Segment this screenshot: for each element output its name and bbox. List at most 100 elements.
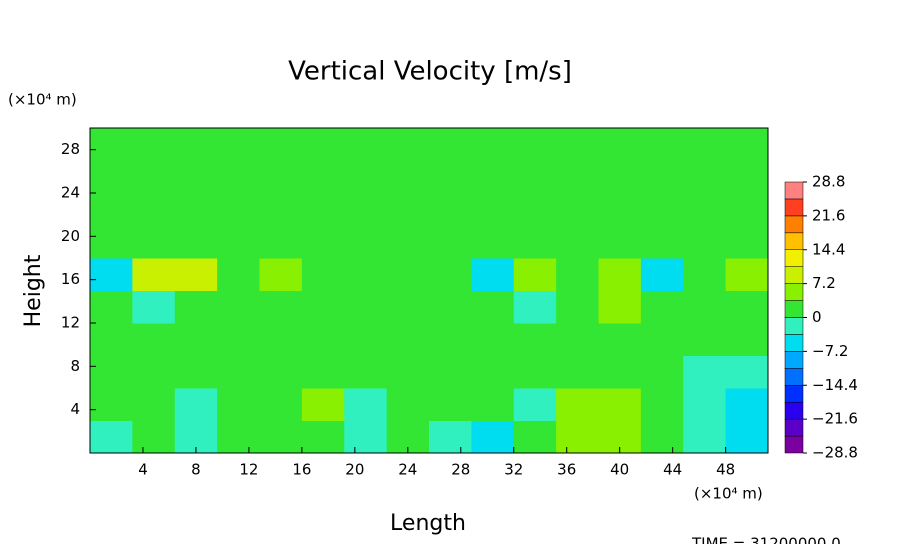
- heat-cell: [471, 160, 515, 194]
- heat-cell: [386, 128, 430, 161]
- heat-cell: [217, 128, 260, 161]
- heat-cell: [556, 193, 599, 226]
- heat-cell: [725, 388, 769, 421]
- heat-cell: [90, 420, 133, 454]
- heat-cell: [725, 258, 769, 291]
- heat-cell: [640, 193, 684, 226]
- heat-cell: [174, 388, 218, 421]
- heat-cell: [513, 258, 557, 291]
- heat-cell: [429, 323, 472, 356]
- heat-cell: [259, 193, 303, 226]
- heat-cell: [513, 323, 557, 356]
- heat-cell: [429, 258, 472, 291]
- heat-cell: [174, 128, 218, 161]
- heat-cell: [725, 193, 769, 226]
- heat-cell: [598, 323, 642, 356]
- heat-cell: [344, 128, 388, 161]
- heat-cell: [386, 225, 430, 259]
- heat-cell: [217, 388, 260, 421]
- heat-cell: [259, 225, 303, 259]
- y-tick-label: 12: [61, 314, 80, 332]
- heat-cell: [386, 388, 430, 421]
- heat-cell: [217, 290, 260, 324]
- heat-cell: [640, 225, 684, 259]
- heat-cell: [429, 193, 472, 226]
- colorbar-band: [784, 266, 804, 284]
- heat-cell: [132, 355, 176, 389]
- heat-cell: [132, 225, 176, 259]
- heat-cell: [259, 258, 303, 291]
- heat-cell: [386, 323, 430, 356]
- heat-cell: [683, 160, 727, 194]
- heat-cell: [640, 290, 684, 324]
- heat-cell: [429, 388, 472, 421]
- heat-cell: [217, 160, 260, 194]
- heat-cell: [301, 193, 345, 226]
- y-axis-label: Height: [21, 254, 46, 327]
- heat-cell: [471, 323, 515, 356]
- y-tick-label: 20: [61, 227, 80, 245]
- colorbar-band: [784, 283, 804, 301]
- x-tick-label: 36: [557, 461, 576, 479]
- heat-cell: [725, 420, 769, 454]
- heat-cell: [90, 225, 133, 259]
- heat-cell: [683, 388, 727, 421]
- heat-cell: [344, 290, 388, 324]
- footer: TIME = 31200000.0: [691, 535, 841, 544]
- heat-cell: [259, 420, 303, 454]
- heat-cell: [725, 160, 769, 194]
- heat-cell: [90, 160, 133, 194]
- colorbar-band: [784, 401, 804, 420]
- heat-cell: [598, 258, 642, 291]
- heat-cell: [640, 355, 684, 389]
- heat-cell: [259, 388, 303, 421]
- heat-cell: [640, 388, 684, 421]
- colorbar-tick-label: 14.4: [812, 240, 845, 258]
- heat-cell: [174, 290, 218, 324]
- heat-cell: [598, 388, 642, 421]
- heat-cell: [344, 388, 388, 421]
- heat-cell: [174, 193, 218, 226]
- heat-cell: [598, 128, 642, 161]
- heat-cell: [471, 258, 515, 291]
- colorbar-tick-label: −21.6: [812, 410, 858, 428]
- heat-cell: [725, 323, 769, 356]
- colorbar-tick-label: 21.6: [812, 206, 845, 224]
- x-tick-label: 48: [716, 461, 735, 479]
- heat-cell: [683, 193, 727, 226]
- heat-cell: [683, 128, 727, 161]
- x-unit: (×10⁴ m): [694, 485, 763, 503]
- heat-cell: [513, 193, 557, 226]
- heat-cell: [386, 160, 430, 194]
- heat-cell: [344, 160, 388, 194]
- heat-cell: [556, 258, 599, 291]
- heat-cell: [429, 290, 472, 324]
- x-tick-label: 16: [292, 461, 311, 479]
- colorbar-band: [784, 232, 804, 250]
- heat-cell: [556, 388, 599, 421]
- colorbar-tick-label: 0: [812, 308, 822, 326]
- heat-cell: [598, 160, 642, 194]
- colorbar-band: [784, 368, 804, 386]
- heat-cell: [513, 355, 557, 389]
- heat-cell: [301, 258, 345, 291]
- heat-cell: [556, 225, 599, 259]
- heat-cell: [217, 225, 260, 259]
- heat-cell: [301, 225, 345, 259]
- heat-cell: [174, 323, 218, 356]
- x-tick-label: 20: [345, 461, 364, 479]
- heat-cell: [344, 355, 388, 389]
- heat-cell: [174, 225, 218, 259]
- heat-cell: [132, 128, 176, 161]
- heat-cell: [471, 290, 515, 324]
- heat-cell: [598, 193, 642, 226]
- colorbar-tick-label: −28.8: [812, 444, 858, 462]
- heat-cell: [683, 323, 727, 356]
- heat-cell: [683, 225, 727, 259]
- heat-cell: [259, 160, 303, 194]
- heat-cell: [429, 160, 472, 194]
- colorbar-band: [784, 418, 804, 437]
- heat-cell: [725, 290, 769, 324]
- heat-cell: [683, 355, 727, 389]
